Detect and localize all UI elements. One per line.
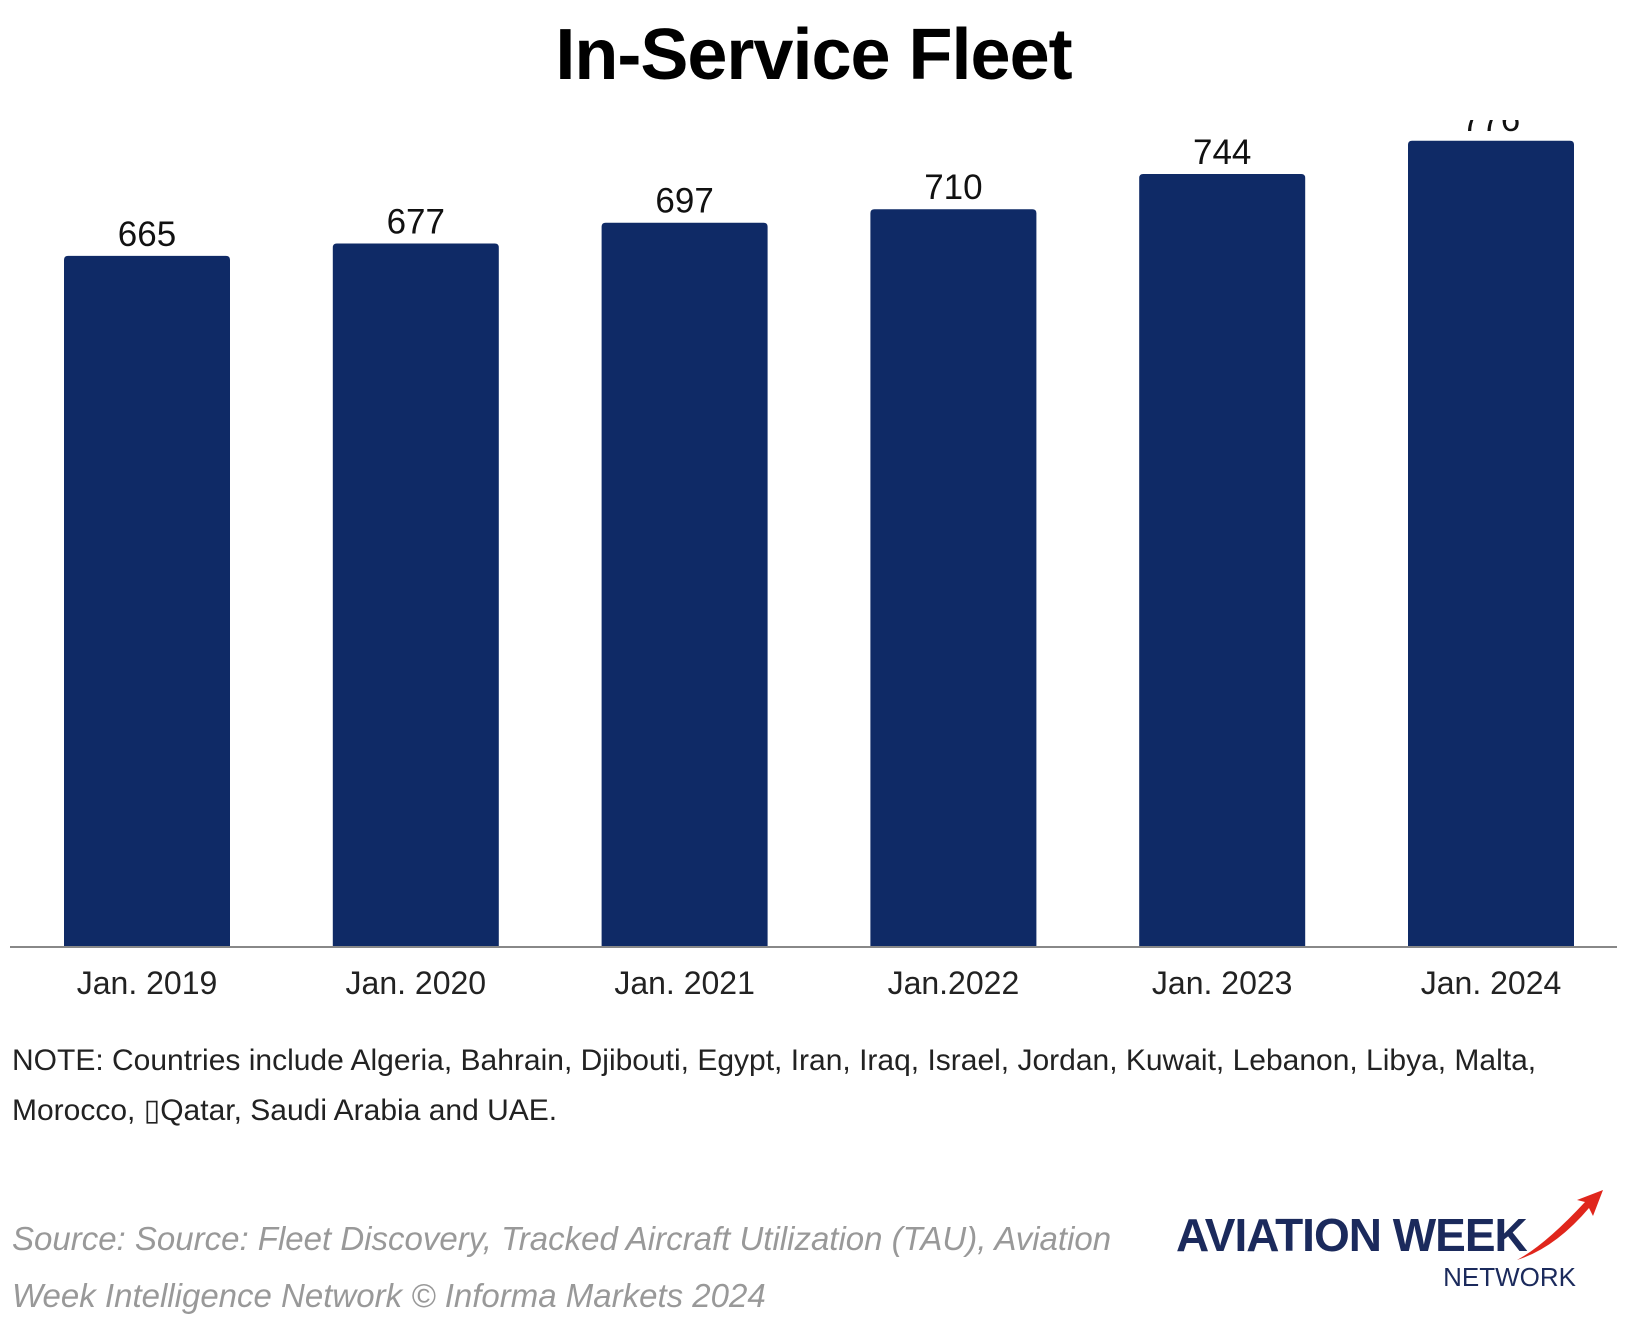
bar-1	[64, 255, 230, 946]
bar-2	[332, 243, 499, 946]
logo-main-text: AVIATION WEEK	[1176, 1209, 1528, 1261]
chart-title: In-Service Fleet	[555, 15, 1072, 95]
data-label-5: 744	[1193, 133, 1251, 172]
data-label-3: 697	[655, 182, 713, 221]
data-label-4: 710	[924, 168, 982, 207]
x-tick-label-1: Jan. 2019	[77, 965, 218, 1001]
x-tick-label-4: Jan.2022	[888, 965, 1020, 1001]
data-label-6: 776	[1462, 120, 1520, 139]
x-tick-label-6: Jan. 2024	[1421, 965, 1562, 1001]
x-tick-label-5: Jan. 2023	[1152, 965, 1293, 1001]
chart-note: NOTE: Countries include Algeria, Bahrain…	[12, 1044, 1537, 1127]
x-tick-label-2: Jan. 2020	[346, 965, 487, 1001]
red-arrow-swoosh-icon	[1517, 1190, 1603, 1260]
bar-3	[601, 222, 768, 947]
bar-chart: 665 Jan. 2019 677 Jan. 2020 697 Jan. 2021 710 J…	[10, 120, 1617, 1001]
logo-sub-text: NETWORK	[1443, 1262, 1576, 1292]
bar-4	[870, 209, 1037, 946]
aviation-week-logo[interactable]: AVIATION WEEK NETWORK	[1170, 1190, 1610, 1300]
x-tick-label-3: Jan. 2021	[614, 965, 755, 1001]
chart-source: Source: Source: Fleet Discovery, Tracked…	[12, 1220, 1112, 1314]
bar-6	[1408, 140, 1574, 946]
data-label-2: 677	[387, 202, 445, 241]
bar-5	[1139, 173, 1306, 947]
data-label-1: 665	[118, 215, 176, 254]
